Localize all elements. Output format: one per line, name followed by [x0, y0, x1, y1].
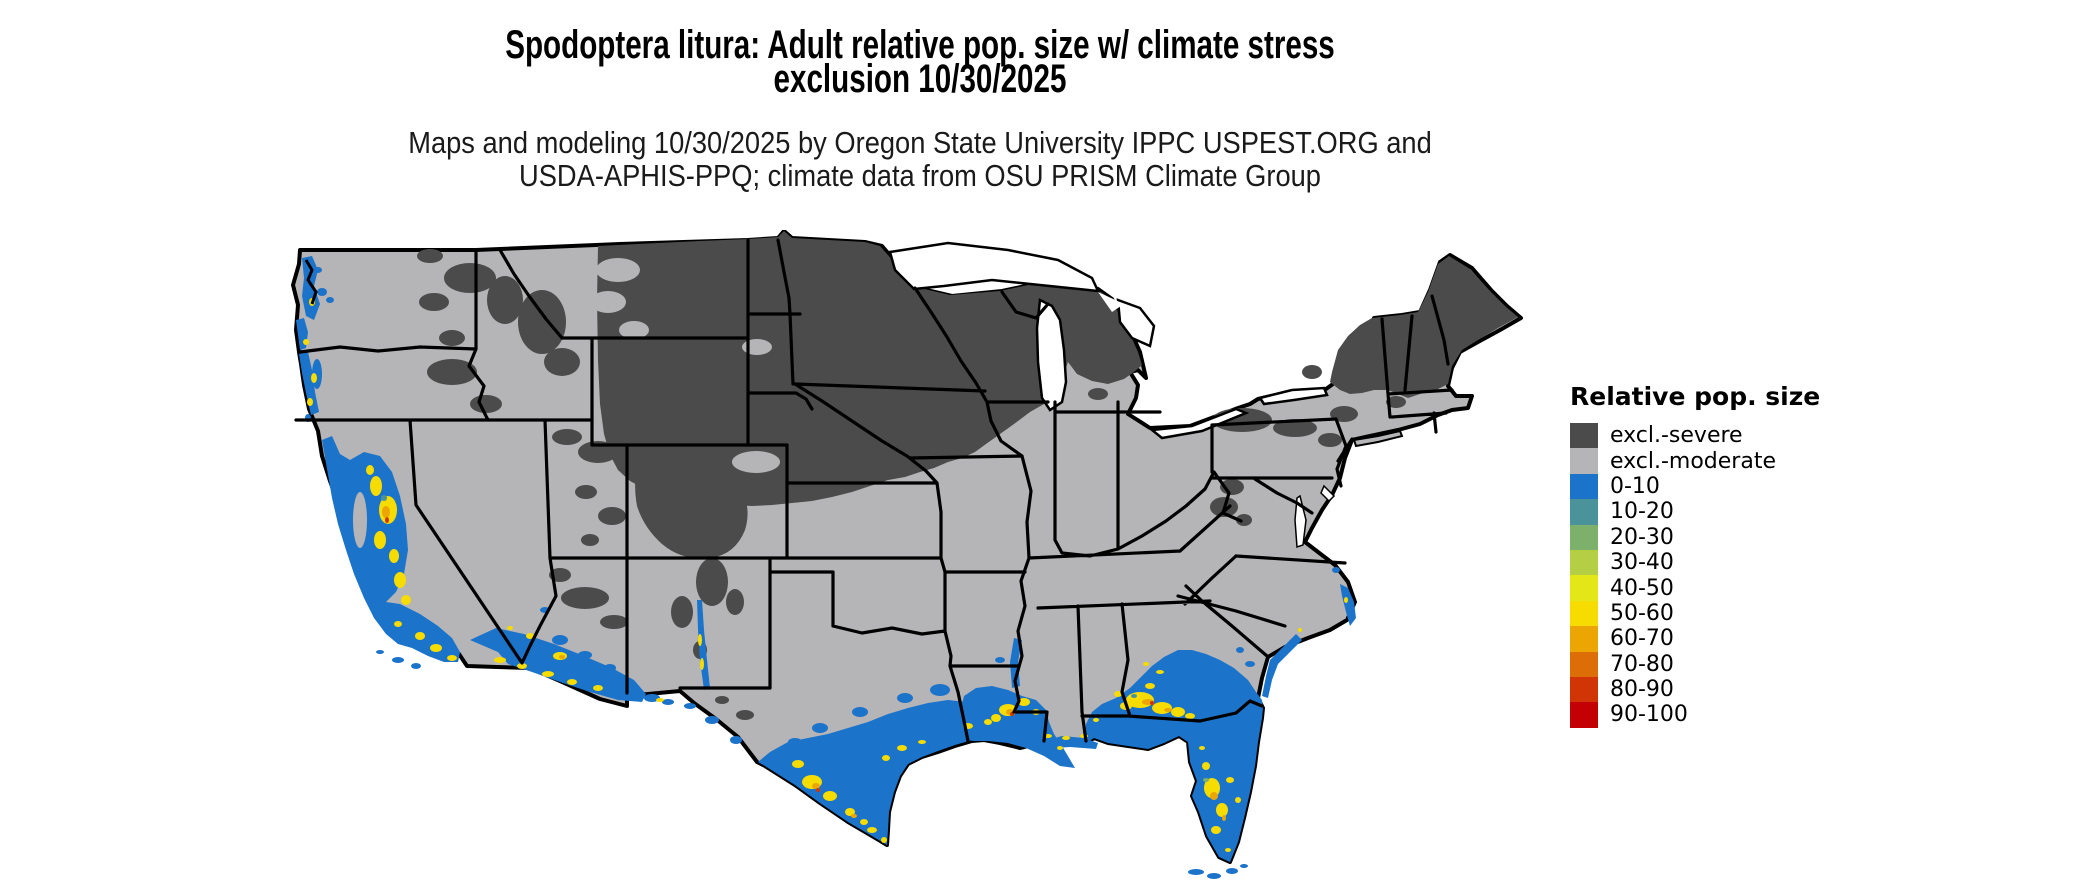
legend-entry: excl.-severe: [1570, 423, 1820, 449]
page-title: Spodoptera litura: Adult relative pop. s…: [0, 23, 1840, 101]
legend-swatch: [1570, 423, 1598, 449]
legend-label: 50-60: [1610, 600, 1674, 626]
legend-entry: 30-40: [1570, 549, 1820, 576]
legend-entry: 20-30: [1570, 524, 1820, 550]
legend-label: excl.-moderate: [1610, 448, 1776, 474]
legend-label: 70-80: [1610, 651, 1674, 677]
legend-swatch: [1570, 702, 1598, 728]
legend-swatch: [1570, 524, 1598, 550]
legend-label: 60-70: [1610, 626, 1674, 652]
legend-entry: 60-70: [1570, 626, 1820, 652]
legend-label: 30-40: [1610, 550, 1674, 576]
attribution-subtitle: Maps and modeling 10/30/2025 by Oregon S…: [0, 126, 1840, 192]
subtitle-line-2: USDA-APHIS-PPQ; climate data from OSU PR…: [519, 158, 1321, 193]
legend-swatch: [1570, 651, 1598, 677]
legend-label: 10-20: [1610, 499, 1674, 525]
state-boundaries: [294, 238, 1454, 743]
legend-label: 0-10: [1610, 473, 1660, 499]
legend-title: Relative pop. size: [1570, 382, 1821, 411]
legend-swatch: [1570, 549, 1598, 576]
legend-label: excl.-severe: [1610, 423, 1743, 449]
legend-entry: 50-60: [1570, 600, 1820, 627]
legend-swatch: [1570, 499, 1598, 525]
title-line-1: Spodoptera litura: Adult relative pop. s…: [505, 23, 1335, 67]
puget-sound: [304, 259, 318, 305]
legend-entry: excl.-moderate: [1570, 448, 1820, 474]
legend-label: 80-90: [1610, 677, 1674, 703]
us-map: [291, 230, 1523, 879]
legend-entry: 90-100: [1570, 702, 1820, 728]
great-lakes-water: [888, 241, 1336, 549]
legend-entry: 70-80: [1570, 651, 1820, 677]
legend-swatch: [1570, 575, 1598, 601]
legend-swatch: [1570, 473, 1598, 500]
legend-entry: 10-20: [1570, 499, 1820, 525]
legend-entries: excl.-severe excl.-moderate 0-10 10-20 20-30…: [1570, 423, 1820, 728]
legend-label: 40-50: [1610, 575, 1674, 601]
legend-swatch: [1570, 626, 1598, 652]
long-island: [1352, 429, 1404, 448]
legend-swatch: [1570, 600, 1598, 627]
legend-label: 20-30: [1610, 524, 1674, 550]
map-legend: Relative pop. size excl.-severe excl.-mod…: [1570, 382, 1820, 728]
legend-entry: 0-10: [1570, 473, 1820, 500]
legend-swatch: [1570, 448, 1598, 474]
legend-entry: 40-50: [1570, 575, 1820, 601]
legend-swatch: [1570, 676, 1598, 703]
legend-label: 90-100: [1610, 702, 1688, 728]
subtitle-line-1: Maps and modeling 10/30/2025 by Oregon S…: [408, 125, 1432, 160]
title-line-2: exclusion 10/30/2025: [773, 57, 1067, 101]
population-high-speckles: [303, 298, 1348, 852]
legend-entry: 80-90: [1570, 676, 1820, 703]
